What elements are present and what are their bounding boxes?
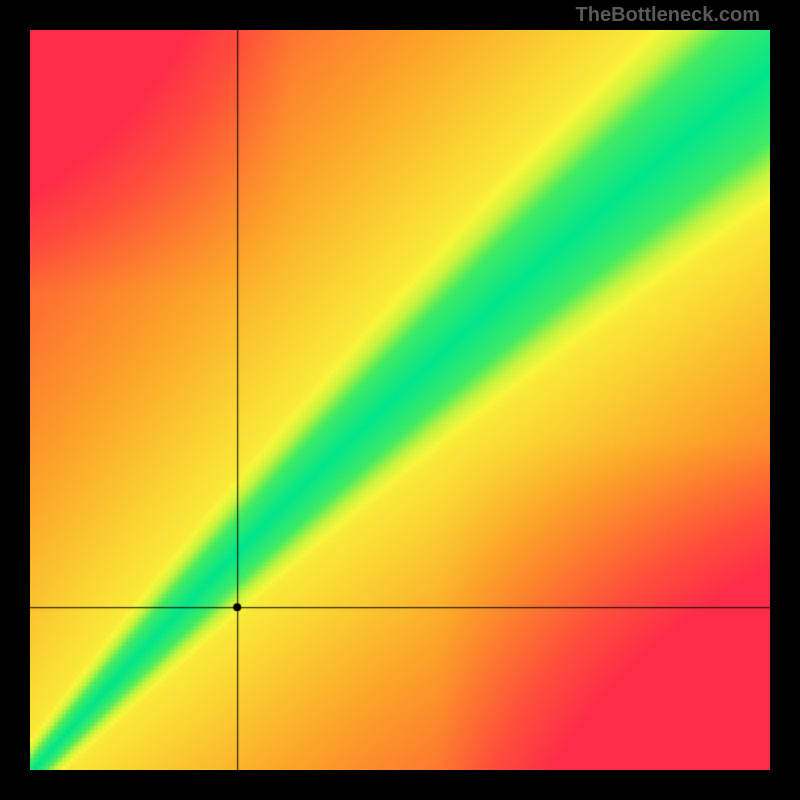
watermark-text: TheBottleneck.com bbox=[576, 4, 760, 27]
heatmap-canvas bbox=[30, 30, 770, 770]
bottleneck-heatmap bbox=[30, 30, 770, 770]
